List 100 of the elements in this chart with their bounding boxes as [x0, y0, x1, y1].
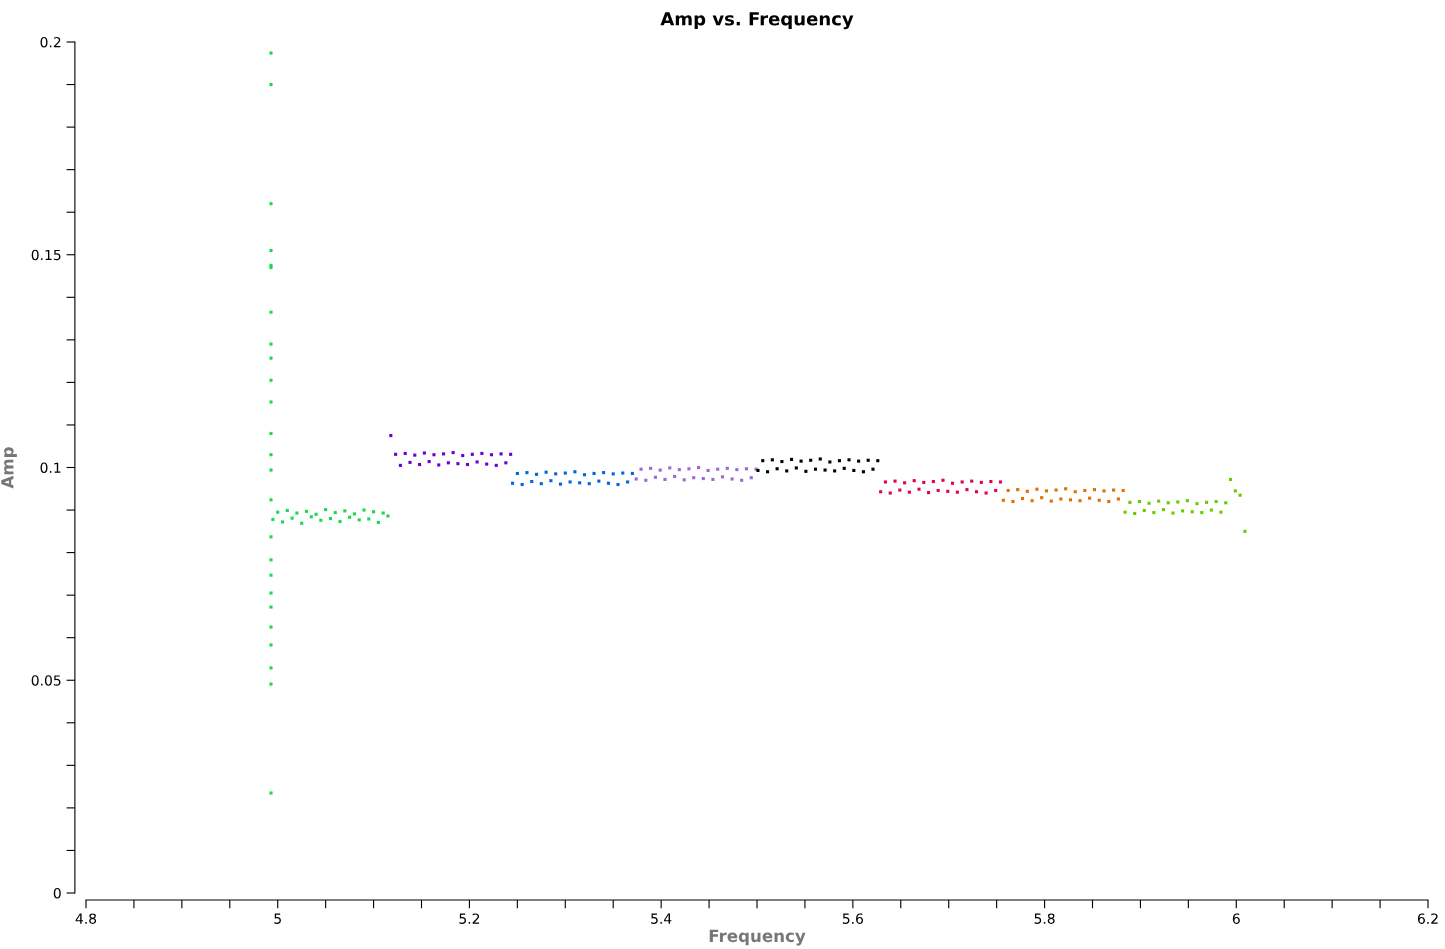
point — [813, 467, 818, 471]
point — [673, 474, 677, 478]
point — [857, 459, 861, 463]
point — [408, 460, 412, 464]
point — [1112, 488, 1116, 492]
point — [269, 342, 273, 346]
y-tick-label: 0.05 — [31, 675, 61, 686]
point — [413, 453, 417, 457]
point — [269, 431, 273, 436]
point — [730, 477, 734, 481]
point — [970, 479, 974, 483]
point — [1011, 499, 1015, 504]
x-tick-label: 4.8 — [75, 913, 97, 924]
point — [687, 467, 691, 471]
point — [269, 682, 273, 686]
point — [861, 470, 865, 474]
point — [269, 378, 273, 382]
point — [780, 459, 784, 464]
point — [1049, 499, 1053, 503]
point — [509, 452, 513, 456]
chart-title: Amp vs. Frequency — [660, 12, 854, 30]
point — [1020, 497, 1025, 501]
point — [489, 453, 494, 457]
point — [271, 517, 275, 521]
point — [269, 666, 273, 670]
point — [1152, 511, 1156, 515]
point — [682, 478, 686, 482]
point — [309, 515, 313, 519]
point — [1157, 499, 1161, 503]
point — [372, 510, 376, 514]
point — [362, 508, 366, 512]
point — [823, 468, 827, 472]
point — [348, 515, 352, 519]
point — [1040, 496, 1044, 500]
point — [1228, 477, 1233, 481]
point — [1200, 511, 1204, 515]
point — [1233, 489, 1237, 493]
point — [441, 452, 446, 456]
point — [611, 472, 615, 476]
point — [269, 558, 273, 562]
point — [338, 519, 342, 524]
point — [789, 457, 794, 461]
point — [974, 490, 979, 494]
point — [544, 470, 548, 474]
point — [376, 520, 380, 524]
point — [847, 458, 851, 462]
point — [1044, 489, 1049, 493]
point — [427, 459, 431, 464]
y-tick-label: 0.2 — [40, 36, 61, 48]
point — [1219, 510, 1223, 514]
point — [494, 463, 498, 467]
point — [1064, 487, 1068, 491]
point — [499, 452, 503, 456]
point — [804, 469, 808, 473]
point — [936, 488, 940, 493]
point — [381, 511, 385, 515]
point — [749, 476, 753, 480]
point — [276, 510, 280, 514]
point — [837, 459, 841, 463]
point — [333, 511, 337, 515]
point — [437, 463, 441, 467]
point — [955, 490, 959, 494]
point — [269, 498, 273, 502]
point — [446, 461, 450, 465]
point — [269, 51, 273, 55]
y-tick-label: 0.1 — [40, 462, 61, 473]
point — [634, 477, 638, 481]
point — [515, 471, 519, 476]
point — [653, 475, 657, 479]
point — [602, 471, 606, 475]
point — [876, 459, 880, 463]
point — [1238, 493, 1242, 497]
point — [1001, 498, 1005, 502]
point — [1195, 502, 1199, 506]
point — [597, 479, 601, 483]
point — [888, 491, 892, 495]
point — [1142, 508, 1146, 513]
point — [965, 488, 969, 492]
point — [735, 468, 739, 472]
point — [833, 469, 837, 473]
point — [1209, 508, 1213, 512]
point — [941, 478, 945, 482]
point — [951, 481, 955, 485]
y-axis-title: Amp — [1, 447, 17, 489]
point — [280, 520, 285, 524]
point — [1035, 487, 1039, 491]
point — [549, 479, 553, 483]
point — [587, 482, 591, 486]
point — [725, 466, 729, 470]
x-tick-label: 5.4 — [651, 913, 672, 924]
point — [1102, 489, 1106, 493]
point — [879, 490, 883, 494]
point — [616, 482, 620, 487]
point — [630, 471, 634, 476]
point — [422, 451, 426, 455]
point — [470, 452, 474, 456]
point — [1214, 499, 1218, 504]
point — [1116, 497, 1120, 501]
point — [912, 479, 916, 483]
point — [269, 356, 273, 360]
